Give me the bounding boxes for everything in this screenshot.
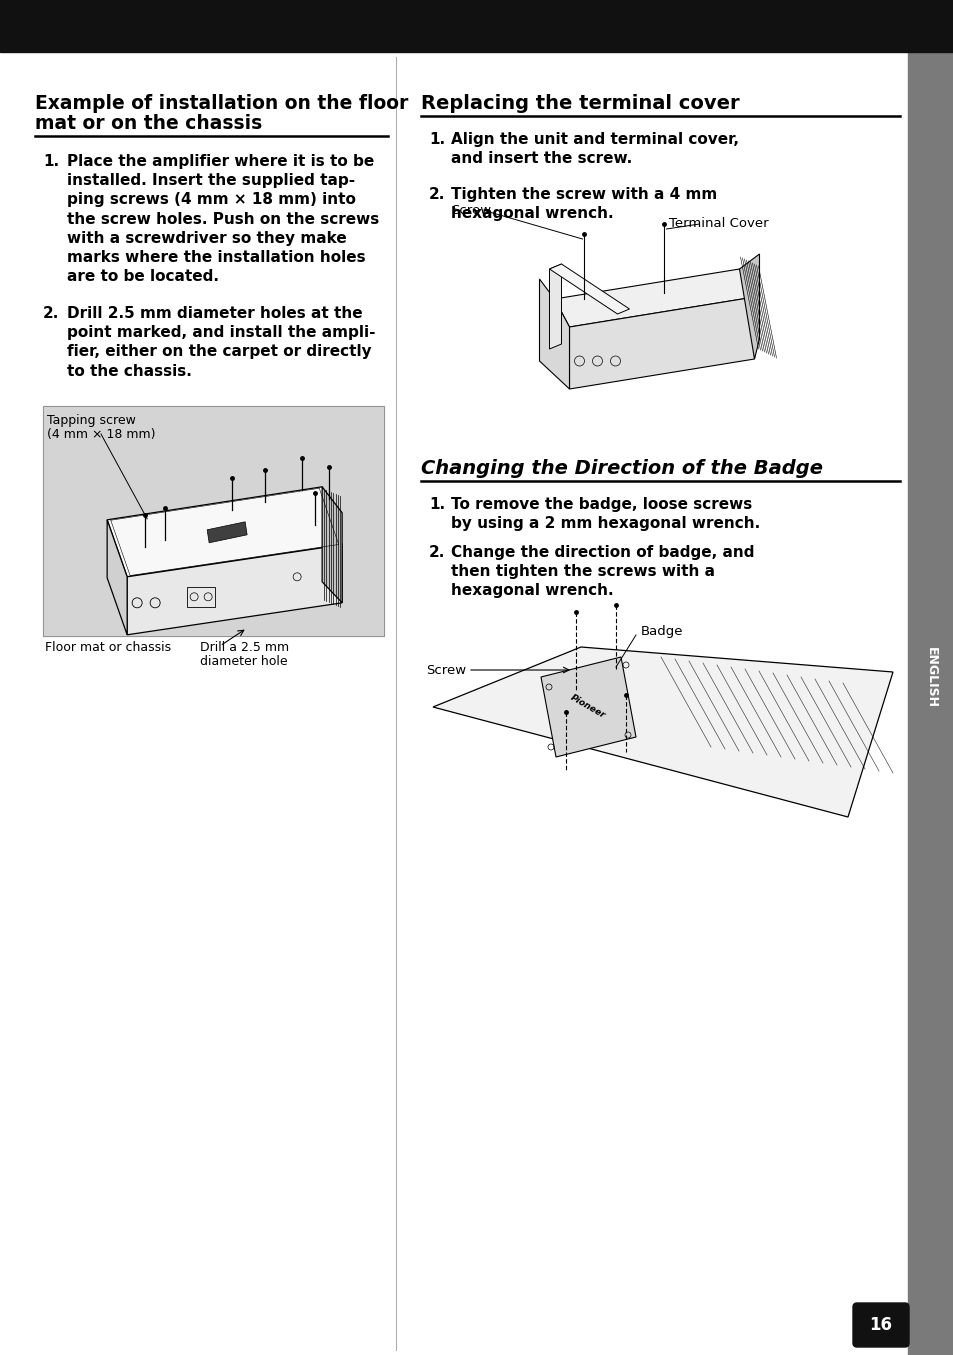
Polygon shape xyxy=(549,264,561,350)
Text: Replacing the terminal cover: Replacing the terminal cover xyxy=(420,93,739,112)
Text: Drill 2.5 mm diameter holes at the
point marked, and install the ampli-
fier, ei: Drill 2.5 mm diameter holes at the point… xyxy=(67,306,375,378)
Polygon shape xyxy=(433,646,892,817)
Bar xyxy=(0,0,953,51)
Polygon shape xyxy=(107,486,342,577)
Text: 2.: 2. xyxy=(429,187,445,202)
Text: 1.: 1. xyxy=(429,497,445,512)
FancyBboxPatch shape xyxy=(852,1304,908,1347)
Polygon shape xyxy=(739,253,759,359)
Bar xyxy=(187,587,215,607)
Text: 2.: 2. xyxy=(429,545,445,560)
Bar xyxy=(43,406,384,635)
Text: Terminal Cover: Terminal Cover xyxy=(669,217,768,230)
Polygon shape xyxy=(554,270,754,327)
Text: Tighten the screw with a 4 mm
hexagonal wrench.: Tighten the screw with a 4 mm hexagonal … xyxy=(451,187,717,221)
Text: Pioneer: Pioneer xyxy=(568,694,606,721)
Text: (4 mm × 18 mm): (4 mm × 18 mm) xyxy=(47,428,155,440)
Text: Drill a 2.5 mm: Drill a 2.5 mm xyxy=(199,641,289,654)
Text: ENGLISH: ENGLISH xyxy=(923,646,937,709)
Text: Place the amplifier where it is to be
installed. Insert the supplied tap-
ping s: Place the amplifier where it is to be in… xyxy=(67,154,379,285)
Text: 16: 16 xyxy=(868,1316,892,1335)
Text: Align the unit and terminal cover,
and insert the screw.: Align the unit and terminal cover, and i… xyxy=(451,131,739,167)
Text: 1.: 1. xyxy=(429,131,445,146)
Text: Badge: Badge xyxy=(640,626,682,638)
Polygon shape xyxy=(569,297,754,389)
Text: Screw: Screw xyxy=(426,664,466,676)
Polygon shape xyxy=(539,279,569,389)
Text: Tapping screw: Tapping screw xyxy=(47,415,135,427)
Polygon shape xyxy=(107,520,127,634)
Text: 1.: 1. xyxy=(43,154,59,169)
Text: Changing the Direction of the Badge: Changing the Direction of the Badge xyxy=(420,459,822,478)
Polygon shape xyxy=(540,657,636,757)
Bar xyxy=(43,406,384,635)
Bar xyxy=(907,0,953,1355)
Polygon shape xyxy=(207,522,247,543)
Text: Screw: Screw xyxy=(451,205,491,217)
Text: Floor mat or chassis: Floor mat or chassis xyxy=(45,641,171,654)
Text: To remove the badge, loose screws
by using a 2 mm hexagonal wrench.: To remove the badge, loose screws by usi… xyxy=(451,497,760,531)
Text: Change the direction of badge, and
then tighten the screws with a
hexagonal wren: Change the direction of badge, and then … xyxy=(451,545,754,599)
Text: mat or on the chassis: mat or on the chassis xyxy=(35,114,262,133)
Polygon shape xyxy=(549,264,629,314)
Text: 2.: 2. xyxy=(43,306,59,321)
Text: diameter hole: diameter hole xyxy=(199,654,287,668)
Polygon shape xyxy=(127,545,342,634)
Polygon shape xyxy=(322,486,342,603)
Text: Example of installation on the floor: Example of installation on the floor xyxy=(35,93,408,112)
